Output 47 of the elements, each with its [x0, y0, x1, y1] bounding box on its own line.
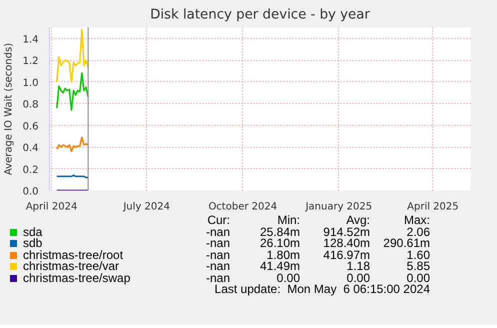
text: 1.60 [406, 248, 430, 262]
y-tick-label: 1.2 [22, 56, 39, 68]
text: 290.61m [382, 236, 430, 250]
y-axis-title: Average IO Wait (seconds) [4, 42, 15, 176]
legend-label: sda [22, 224, 44, 238]
y-tick-label: 0.2 [22, 164, 39, 176]
legend-label: christmas-tree/root [22, 248, 124, 262]
text: 1.18 [346, 259, 370, 273]
line-series [56, 136, 89, 152]
text: -nan [204, 259, 230, 273]
x-tick-label: April 2025 [407, 202, 459, 212]
line-series [56, 72, 89, 111]
legend-label: christmas-tree/swap [22, 270, 132, 284]
text: 0.00 [276, 270, 300, 284]
x-tick-label: January 2025 [304, 202, 372, 212]
text: 0.00 [346, 270, 370, 284]
text: -nan [204, 270, 230, 284]
y-tick-label: 0.6 [22, 121, 39, 132]
text: 25.84m [258, 224, 300, 238]
legend-label: sdb [22, 236, 44, 250]
text: 26.10m [258, 236, 300, 250]
text: Max: [402, 213, 430, 227]
text: 41.49m [258, 259, 300, 273]
text: Min: [276, 213, 300, 227]
y-tick-label: 1.0 [22, 78, 39, 89]
chart-title: Disk latency per device - by year [150, 8, 370, 22]
legend-label: christmas-tree/var [22, 259, 120, 273]
y-tick-label: 1.4 [22, 34, 39, 46]
text: -nan [204, 224, 230, 238]
x-tick-label: April 2024 [26, 202, 78, 212]
text: -nan [204, 236, 230, 250]
y-tick-label: 0.0 [22, 186, 39, 198]
text: Last update: Mon May 6 06:15:00 2024 [214, 282, 430, 296]
text: 0.00 [406, 270, 430, 284]
text: 1.80m [266, 248, 300, 262]
y-tick-label: 0.4 [22, 143, 39, 154]
x-tick-label: October 2024 [208, 202, 278, 212]
text: 128.40m [322, 236, 370, 250]
line-series [56, 28, 89, 83]
text: Avg: [345, 213, 370, 227]
text: -nan [204, 248, 230, 262]
x-tick-label: July 2024 [122, 202, 170, 212]
y-tick-label: 0.8 [22, 100, 39, 111]
text: Cur: [206, 213, 230, 227]
text: 5.85 [406, 259, 430, 273]
text: 2.06 [406, 224, 430, 238]
text: 416.97m [322, 248, 370, 262]
